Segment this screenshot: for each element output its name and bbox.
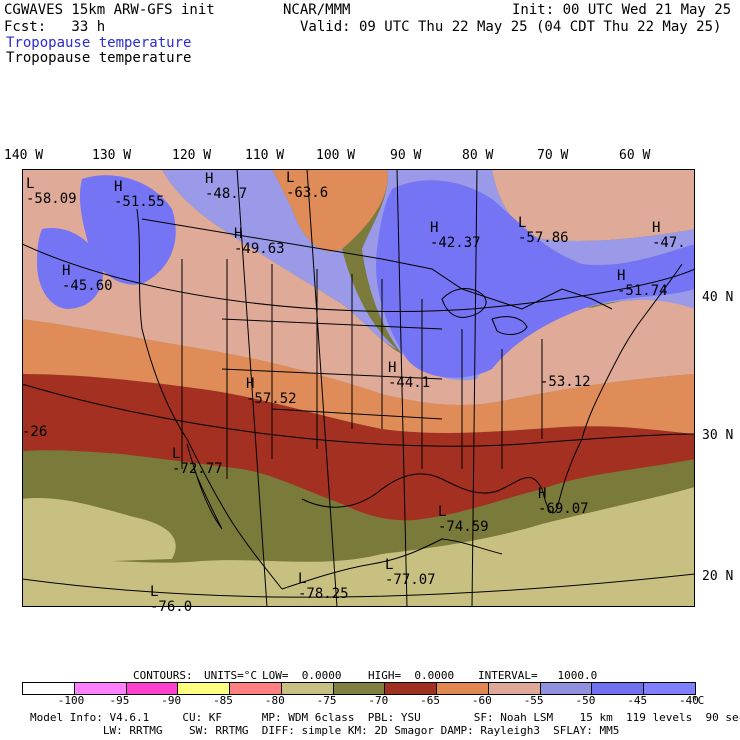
- fill-orange: [22, 319, 695, 434]
- fill-blue-nw: [79, 175, 176, 285]
- legend-tick-label: -70: [368, 694, 389, 707]
- lon-tick: 70 W: [537, 148, 569, 163]
- extremum-label: H -51.74: [617, 268, 668, 299]
- lat-tick: 30 N: [702, 428, 734, 443]
- coast-west: [136, 208, 283, 590]
- legend-tick-label: -75: [316, 694, 337, 707]
- field-title: Tropopause temperature: [6, 35, 192, 51]
- extremum-label: H -45.60: [62, 263, 113, 294]
- lon-tick: 60 W: [619, 148, 651, 163]
- lon-tick: 110 W: [245, 148, 285, 163]
- lat-tick: 40 N: [702, 290, 734, 305]
- extremum-label: H -48.7: [205, 171, 248, 202]
- extremum-label: L -58.09: [26, 176, 77, 207]
- legend-tick-label: -90: [161, 694, 182, 707]
- map-panel: L -58.09 H -51.55 H -48.7 L -63.6 H -49.63 H-…: [22, 169, 695, 615]
- extremum-label: L -57.86: [518, 215, 569, 246]
- forecast-hour: Fcst: 33 h: [4, 19, 106, 35]
- extremum-label: H -51.55: [114, 179, 165, 210]
- lon-100: [306, 169, 338, 607]
- legend-tick-label: -40: [679, 694, 699, 707]
- color-legend: [22, 682, 696, 695]
- lon-80: [471, 169, 478, 607]
- lat-20: [22, 573, 695, 598]
- border-canada: [141, 218, 613, 310]
- lon-tick: 140 W: [4, 148, 44, 163]
- legend-tick-label: °C: [691, 694, 705, 707]
- extremum-label: L -74.59: [438, 504, 489, 535]
- extremum-label: H -57.52: [246, 376, 297, 407]
- fill-khaki-west: [22, 498, 176, 564]
- extremum-label: L -76.0: [150, 584, 193, 615]
- fill-darkred: [22, 374, 695, 521]
- extremum-label: L -72.77: [172, 446, 223, 477]
- init-time: Init: 00 UTC Wed 21 May 25: [512, 2, 732, 18]
- coast-baja: [186, 443, 223, 530]
- lon-tick: 90 W: [390, 148, 422, 163]
- lon-110: [236, 169, 268, 607]
- field-subtitle: Tropopause temperature: [6, 50, 192, 66]
- extremum-label: L -78.25: [298, 571, 349, 602]
- contours-label: CONTOURS:: [133, 669, 193, 682]
- fill-salmon-east: [502, 299, 695, 346]
- fill-khaki-south: [22, 487, 695, 607]
- legend-tick-label: -60: [471, 694, 492, 707]
- legend-ticks: -100 -95 -90 -85 -80 -75 -70 -65 -60 -55 -50 -45 -40…: [0, 695, 740, 707]
- legend-tick-label: -95: [109, 694, 130, 707]
- legend-tick-label: -80: [264, 694, 285, 707]
- great-lakes-2: [491, 316, 528, 335]
- valid-time: Valid: 09 UTC Thu 22 May 25 (04 CDT Thu …: [300, 19, 722, 35]
- legend-swatch: [643, 682, 696, 695]
- extremum-label: -53.12: [540, 374, 591, 390]
- extremum-label: H -42.37: [430, 220, 481, 251]
- fill-salmon: [22, 169, 695, 405]
- interval-label: INTERVAL= 1000.0: [478, 669, 598, 682]
- lon-tick: 80 W: [462, 148, 494, 163]
- extremum-label: H -44.1: [388, 360, 431, 391]
- coast-east: [581, 263, 683, 440]
- state-lines: [181, 259, 543, 479]
- coast-mexico: [281, 538, 503, 590]
- legend-tick-label: -65: [420, 694, 441, 707]
- extremum-label: H -47.: [652, 220, 686, 251]
- lat-30: [22, 383, 695, 447]
- extremum-label: -26: [22, 424, 48, 440]
- fill-salmon-ne: [492, 169, 695, 241]
- lon-tick: 100 W: [316, 148, 356, 163]
- legend-tick-label: -45: [627, 694, 648, 707]
- units-label: UNITS=°C: [204, 669, 257, 682]
- lat-tick: 20 N: [702, 569, 734, 584]
- extremum-label: H -49.63: [234, 226, 285, 257]
- lon-tick: 130 W: [92, 148, 132, 163]
- model-info-line2: LW: RRTMG SW: RRTMG DIFF: simple KM: 2D …: [30, 724, 620, 737]
- center-name: NCAR/MMM: [283, 2, 351, 18]
- extremum-label: L -77.07: [385, 557, 436, 588]
- fill-orange-north: [272, 169, 388, 252]
- lon-90: [396, 169, 408, 607]
- fill-lavender: [162, 169, 397, 349]
- extremum-label: H -69.07: [538, 486, 589, 517]
- fill-blue-central: [376, 180, 695, 378]
- model-title: CGWAVES 15km ARW-GFS init: [4, 2, 215, 18]
- legend-tick-label: -85: [213, 694, 233, 707]
- lon-tick: 120 W: [172, 148, 212, 163]
- model-info-line1: Model Info: V4.6.1 CU: KF MP: WDM 6class…: [30, 711, 740, 724]
- legend-tick-label: -50: [575, 694, 596, 707]
- lat-40: [22, 243, 695, 312]
- fill-blue-west: [37, 228, 103, 309]
- legend-tick-label: -100: [57, 694, 85, 707]
- map-border: [22, 169, 695, 607]
- high-label: HIGH= 0.0000: [368, 669, 455, 682]
- extremum-label: L -63.6: [286, 170, 329, 201]
- low-label: LOW= 0.0000: [262, 669, 342, 682]
- coast-gulf: [301, 438, 583, 514]
- tropopause-temperature-map: [22, 169, 695, 607]
- legend-tick-label: -55: [523, 694, 544, 707]
